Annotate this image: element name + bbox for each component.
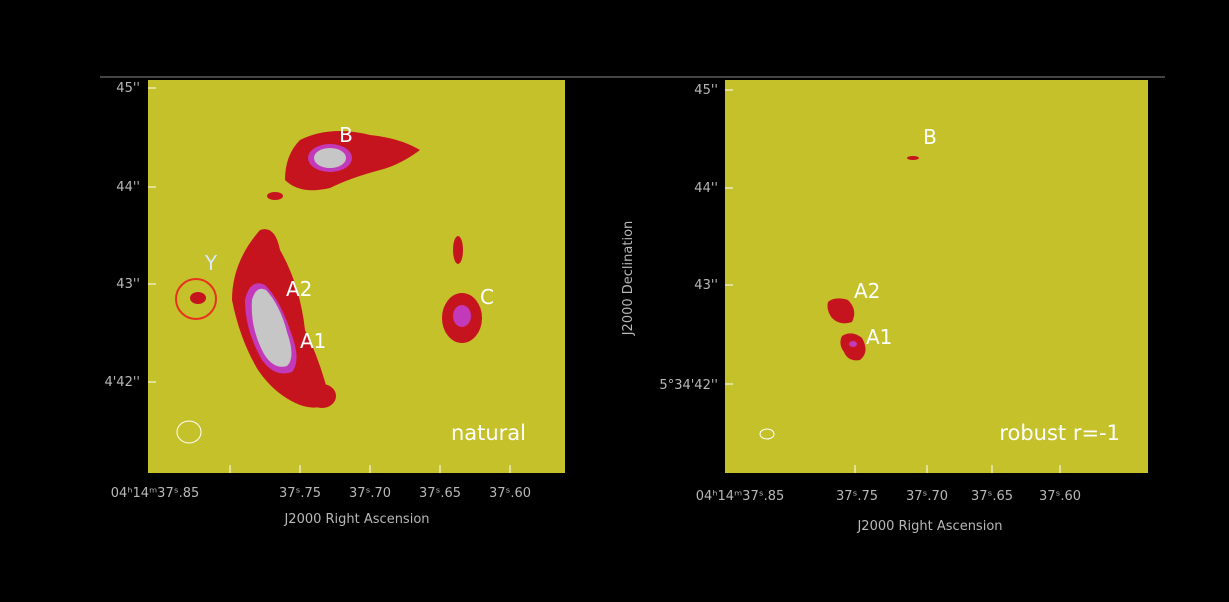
- x-tick-label: 37ˢ.60: [489, 486, 531, 501]
- x-tick-label: 04ʰ14ᵐ37ˢ.85: [696, 489, 785, 504]
- x-tick-label: 04ʰ14ᵐ37ˢ.85: [111, 486, 200, 501]
- y-tick-label: 43'': [694, 278, 718, 293]
- x-tick-label: 37ˢ.65: [971, 489, 1013, 504]
- annotation: A1: [300, 329, 326, 353]
- y-tick-label: 44'': [694, 181, 718, 196]
- annotation: B: [923, 125, 937, 149]
- x-tick-label: 37ˢ.75: [279, 486, 321, 501]
- slide: 45'' 44'' 43'' 4'42'' 04ʰ14ᵐ37ˢ.85 37ˢ.7…: [0, 0, 1229, 602]
- y-axis-label: J2000 Declination: [621, 221, 636, 337]
- annotation: C: [480, 285, 494, 309]
- annotation: Y: [204, 251, 218, 275]
- x-tick-label: 37ˢ.75: [836, 489, 878, 504]
- x-axis-label: J2000 Right Ascension: [283, 512, 429, 527]
- annotation: A2: [286, 277, 312, 301]
- annotation: A1: [866, 325, 892, 349]
- y-tick-label: 4'42'': [104, 375, 140, 390]
- y-tick-label: 5°34'42'': [659, 378, 718, 393]
- y-tick-label: 44'': [116, 180, 140, 195]
- weighting-label: natural: [451, 421, 526, 445]
- annotation: A2: [854, 279, 880, 303]
- weighting-label: robust r=-1: [999, 421, 1120, 445]
- annotation: B: [339, 123, 353, 147]
- x-tick-label: 37ˢ.60: [1039, 489, 1081, 504]
- x-tick-label: 37ˢ.65: [419, 486, 461, 501]
- panel-natural: 45'' 44'' 43'' 4'42'' 04ʰ14ᵐ37ˢ.85 37ˢ.7…: [104, 80, 565, 527]
- y-tick-label: 45'': [694, 83, 718, 98]
- y-tick-label: 43'': [116, 277, 140, 292]
- y-tick-label: 45'': [116, 81, 140, 96]
- x-tick-label: 37ˢ.70: [349, 486, 391, 501]
- x-tick-label: 37ˢ.70: [906, 489, 948, 504]
- x-axis-label: J2000 Right Ascension: [856, 519, 1002, 534]
